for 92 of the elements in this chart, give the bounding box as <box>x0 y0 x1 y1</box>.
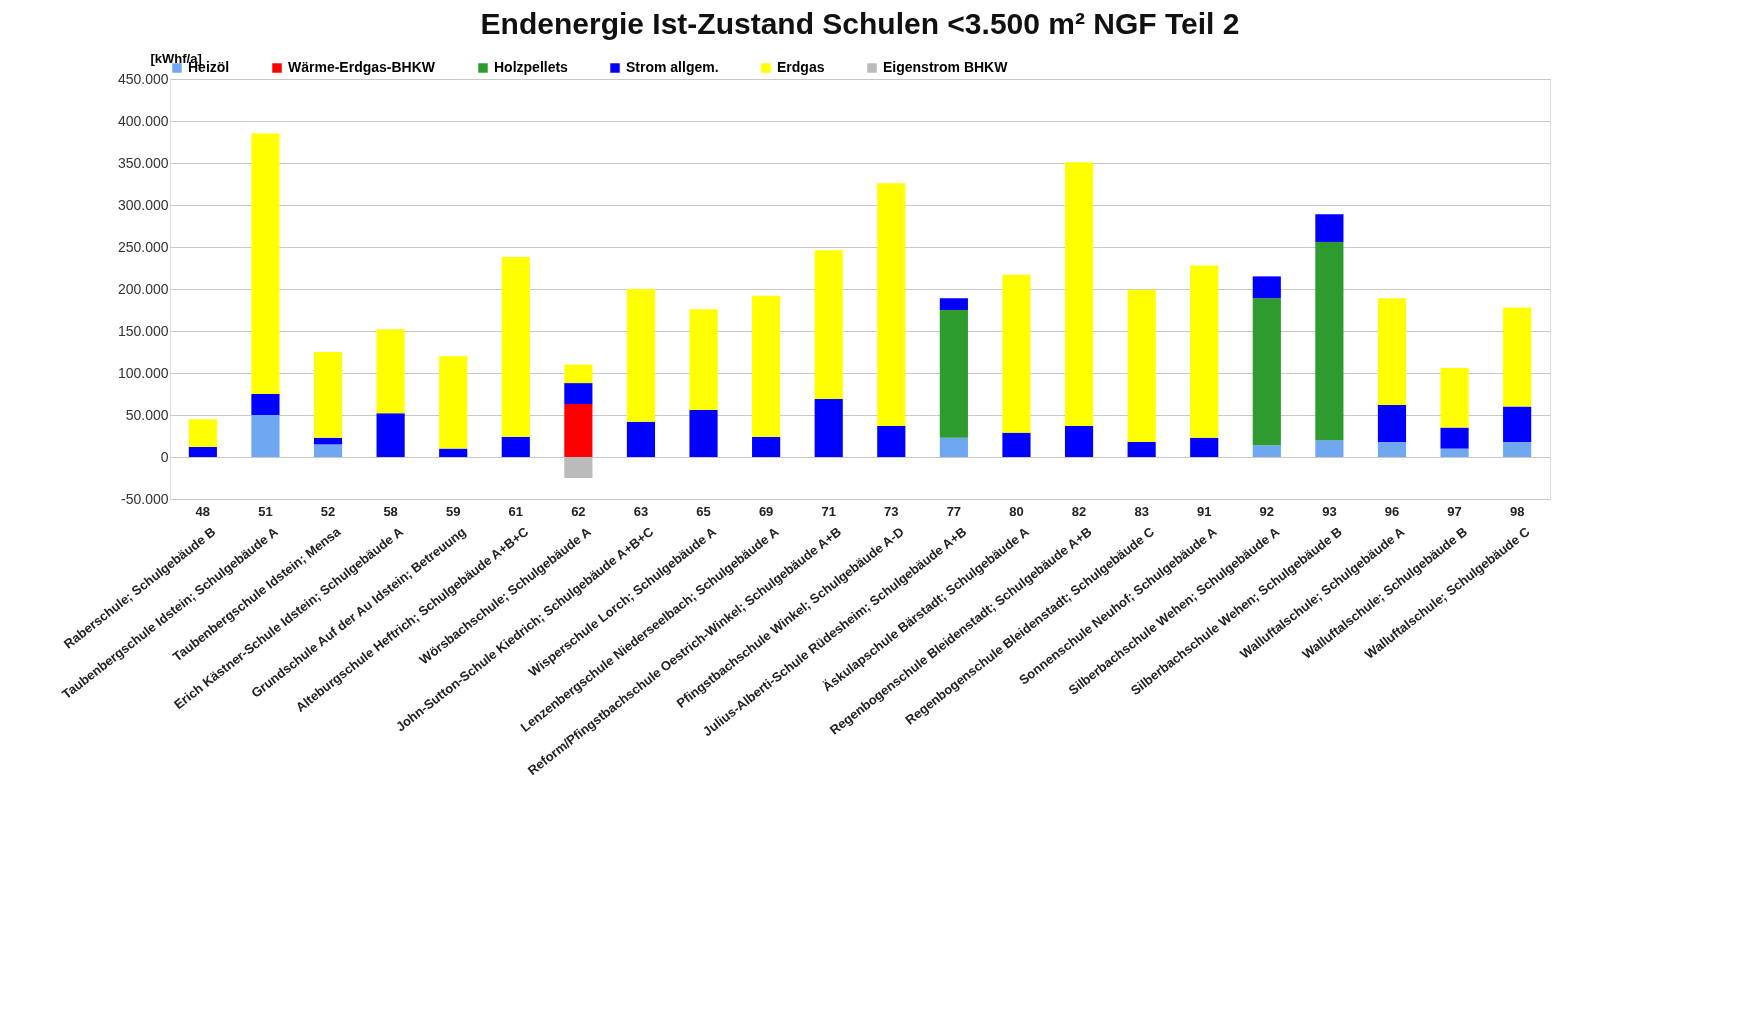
x-tick-label: 71 <box>821 503 836 519</box>
legend-label: Strom allgem. <box>626 59 719 75</box>
bar <box>1503 441 1532 457</box>
x-tick-label: 77 <box>946 503 962 519</box>
bar <box>564 404 593 457</box>
bar <box>376 329 405 414</box>
bar <box>752 436 781 457</box>
x-tick-label: 48 <box>195 503 211 519</box>
bar <box>939 310 968 438</box>
bar <box>1190 437 1219 457</box>
x-tick-label: 91 <box>1196 503 1212 519</box>
bar <box>251 415 280 457</box>
bar <box>1440 448 1469 457</box>
legend-label: Erdgas <box>777 59 825 75</box>
bar <box>1315 241 1344 441</box>
bar <box>501 257 530 437</box>
x-tick-label: 61 <box>508 503 524 519</box>
bar <box>1377 404 1407 442</box>
bar <box>689 409 718 457</box>
x-tick-label: 96 <box>1384 503 1400 519</box>
x-tick-label: 93 <box>1322 503 1337 519</box>
bar <box>439 356 468 449</box>
bar <box>752 295 781 437</box>
y-tick-label: 50.000 <box>125 406 169 423</box>
bar <box>1127 289 1156 442</box>
bar <box>376 413 405 457</box>
y-tick-label: -50.000 <box>121 490 169 507</box>
y-tick-label: 300.000 <box>117 196 169 213</box>
y-tick-label: 0 <box>160 448 169 465</box>
x-tick-label: 69 <box>758 503 774 519</box>
x-tick-label: 97 <box>1447 503 1462 519</box>
chart-title: Endenergie Ist-Zustand Schulen <3.500 m² NGF Teil 2 <box>480 7 1240 40</box>
x-tick-label: 98 <box>1509 503 1525 519</box>
bar <box>877 183 906 426</box>
bar <box>626 421 656 457</box>
bar <box>1315 440 1344 457</box>
bar <box>1252 445 1281 457</box>
x-tick-label: 52 <box>320 503 336 519</box>
y-tick-label: 250.000 <box>117 238 169 255</box>
bar <box>1190 265 1219 438</box>
bar <box>1064 425 1094 457</box>
bar <box>814 399 843 457</box>
x-tick-label: 83 <box>1134 503 1149 519</box>
bar <box>313 352 343 438</box>
bar <box>814 250 843 400</box>
legend-label: Eigenstrom BHKW <box>883 59 1009 75</box>
bar <box>877 425 906 457</box>
bar <box>1002 432 1031 457</box>
y-tick-label: 150.000 <box>117 322 169 339</box>
bar <box>188 446 217 457</box>
bar <box>939 298 968 310</box>
bar <box>1252 276 1281 299</box>
x-tick-label: 62 <box>571 503 586 519</box>
x-tick-label: 59 <box>445 503 461 519</box>
bar <box>939 437 968 457</box>
bar <box>1503 307 1532 407</box>
bar <box>1377 298 1407 405</box>
bar <box>1315 214 1344 242</box>
bar <box>689 309 718 410</box>
bar <box>251 394 280 415</box>
y-tick-label: 100.000 <box>117 364 169 381</box>
x-tick-label: 65 <box>696 503 711 519</box>
bar <box>1252 298 1281 446</box>
bar <box>564 364 593 384</box>
legend-label: Wärme-Erdgas-BHKW <box>288 59 436 75</box>
x-tick-label: 63 <box>633 503 649 519</box>
bar <box>313 444 343 457</box>
legend-label: Holzpellets <box>494 59 569 75</box>
bar <box>188 419 217 447</box>
x-tick-label: 92 <box>1259 503 1275 519</box>
bar <box>1440 367 1469 428</box>
bar <box>1064 162 1094 426</box>
y-tick-label: 200.000 <box>117 280 169 297</box>
y-tick-label: 450.000 <box>117 70 169 87</box>
x-tick-label: 58 <box>383 503 398 519</box>
bar <box>1377 441 1407 457</box>
bar <box>1440 427 1469 449</box>
x-tick-label: 51 <box>258 503 273 519</box>
bar <box>1127 441 1156 457</box>
bar <box>251 133 280 394</box>
y-tick-label: 350.000 <box>117 154 169 171</box>
bar <box>564 383 593 405</box>
bar <box>1002 274 1031 433</box>
bar <box>564 457 593 478</box>
x-tick-label: 80 <box>1009 503 1024 519</box>
bar <box>626 289 656 422</box>
bar <box>1503 406 1532 442</box>
bar <box>501 436 530 457</box>
bar <box>439 448 468 457</box>
x-tick-label: 82 <box>1071 503 1087 519</box>
y-tick-label: 400.000 <box>117 112 169 129</box>
x-tick-label: 73 <box>884 503 899 519</box>
